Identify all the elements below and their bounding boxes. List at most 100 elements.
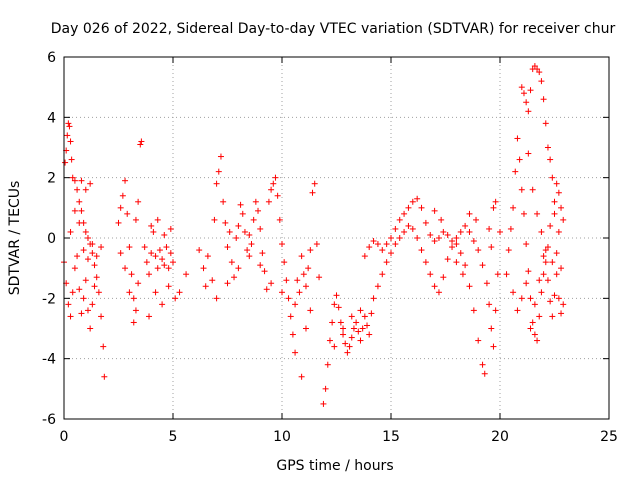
plot-frame [63,56,610,420]
data-point [453,241,460,248]
data-point [473,216,480,223]
data-point [165,265,172,272]
data-point [246,231,253,238]
data-point [320,400,327,407]
data-point [331,301,338,308]
data-point [220,198,227,205]
data-point [405,222,412,229]
data-point [401,210,408,217]
data-point [93,274,100,281]
data-point [268,280,275,287]
data-point [326,337,333,344]
data-point [542,120,549,127]
data-point [152,289,159,296]
chart-title: Day 026 of 2022, Sidereal Day-to-day VTE… [51,21,616,37]
data-point [124,210,131,217]
data-point [161,262,168,269]
data-point [536,313,543,320]
data-point [213,180,220,187]
data-point [298,373,305,380]
data-point [490,343,497,350]
data-point [270,180,277,187]
data-points [61,63,567,407]
x-tick-label: 25 [600,429,618,445]
data-point [350,325,357,332]
data-point [324,361,331,368]
data-point [396,235,403,241]
data-point [462,262,469,269]
data-point [287,313,294,320]
data-point [540,96,547,103]
data-point [553,180,560,187]
data-point [296,289,303,296]
data-point [84,256,91,263]
data-point [91,283,98,290]
data-point [379,247,386,254]
data-point [414,195,421,202]
data-point [213,295,220,302]
data-point [481,370,488,377]
data-point [292,301,299,308]
data-point [531,331,538,338]
data-point [128,271,135,278]
data-point [239,210,246,217]
x-tick-label: 10 [273,429,291,445]
data-point [527,295,534,302]
data-point [342,340,349,347]
data-point [551,210,558,217]
data-point [435,235,442,241]
data-point [137,141,144,148]
y-axis-label: SDTVAR / TECUs [7,181,23,296]
data-point [316,274,323,281]
data-point [67,138,74,145]
data-point [226,228,233,235]
data-point [69,174,76,181]
data-point [547,156,554,163]
data-point [359,325,366,332]
data-point [551,198,558,205]
data-point [130,319,137,326]
data-point [64,132,71,139]
data-point [257,262,264,269]
data-point [224,244,231,251]
data-point [558,310,565,317]
data-point [285,295,292,302]
data-point [311,180,318,187]
data-point [241,228,248,235]
data-point [542,247,549,254]
data-point [89,301,96,308]
data-point [248,241,255,248]
data-point [202,283,209,290]
data-point [122,177,129,184]
data-point [340,331,347,338]
data-point [558,265,565,272]
data-point [466,228,473,235]
data-point [91,262,98,269]
data-point [62,159,69,166]
data-point [276,216,283,223]
data-point [289,331,296,338]
data-point [154,265,161,272]
data-point [431,238,438,245]
data-point [138,138,145,145]
data-point [274,192,281,199]
data-point [261,268,268,275]
data-point [215,168,222,175]
data-point [544,144,551,151]
data-point [209,277,216,284]
data-point [244,247,251,254]
data-point [331,343,338,350]
data-point [383,241,390,248]
data-point [211,216,218,223]
data-point [68,156,75,163]
data-point [392,225,399,232]
data-point [357,337,364,344]
data-point [514,135,521,142]
data-point [146,313,153,320]
data-point [235,222,242,229]
data-point [536,277,543,284]
data-point [551,292,558,299]
data-point [307,307,314,314]
data-point [224,280,231,287]
data-point [525,150,532,157]
